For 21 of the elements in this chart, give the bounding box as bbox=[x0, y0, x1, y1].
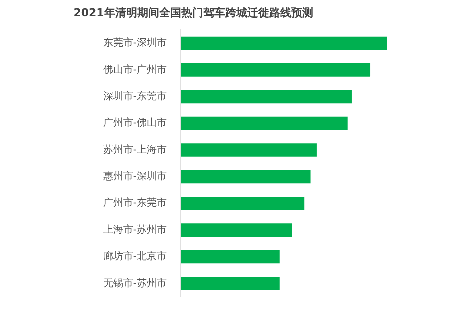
y-tick-label: 上海市-苏州市 bbox=[103, 224, 167, 236]
y-tick-label: 苏州市-上海市 bbox=[103, 144, 167, 156]
y-tick-label: 广州市-佛山市 bbox=[103, 117, 167, 130]
bar bbox=[181, 224, 292, 237]
y-tick-label: 惠州市-深圳市 bbox=[102, 170, 167, 183]
bar bbox=[181, 196, 305, 210]
bar bbox=[181, 170, 311, 184]
bar bbox=[181, 64, 371, 77]
y-tick-label: 佛山市-广州市 bbox=[103, 64, 167, 76]
bar bbox=[181, 116, 348, 130]
bar bbox=[181, 144, 317, 157]
bar bbox=[181, 90, 352, 104]
bar bbox=[181, 250, 280, 264]
bar bbox=[181, 276, 280, 290]
y-tick-label: 东莞市-深圳市 bbox=[103, 37, 167, 50]
y-tick-label: 无锡市-苏州市 bbox=[103, 277, 167, 290]
chart-title: 2021年清明期间全国热门驾车跨城迁徙路线预测 bbox=[74, 6, 314, 20]
bar bbox=[181, 36, 387, 50]
y-tick-label: 深圳市-东莞市 bbox=[103, 90, 167, 102]
y-tick-label: 广州市-东莞市 bbox=[103, 197, 167, 210]
y-tick-label: 廊坊市-北京市 bbox=[103, 250, 167, 263]
